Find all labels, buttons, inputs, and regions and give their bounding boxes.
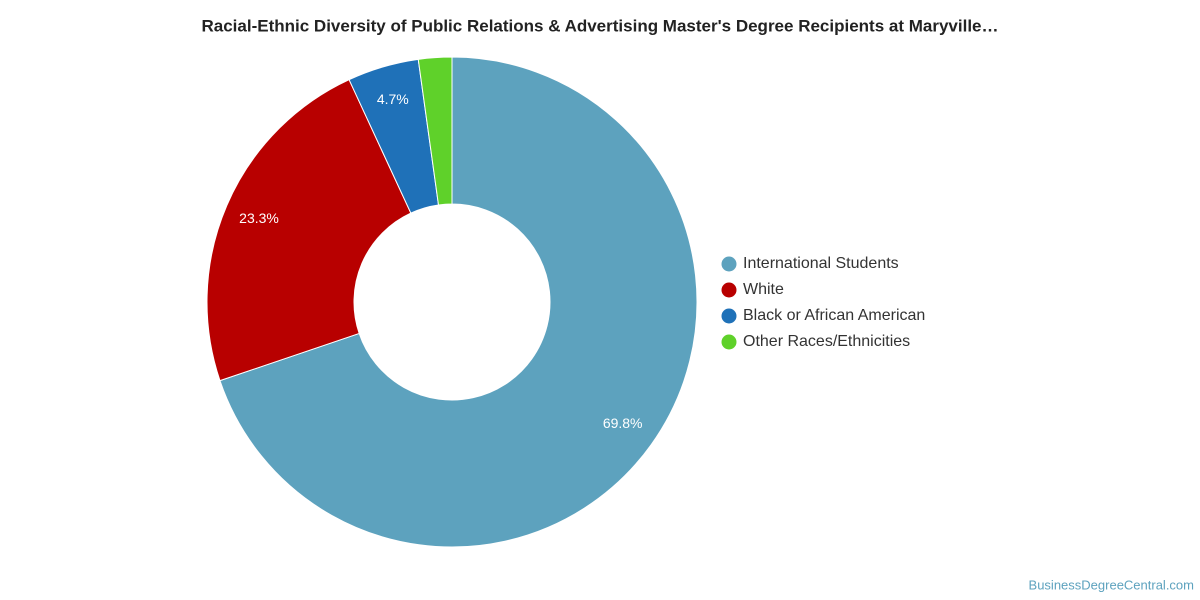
legend-label: International Students <box>743 255 899 272</box>
data-label: 4.7% <box>377 91 409 107</box>
legend-label: Other Races/Ethnicities <box>743 333 910 350</box>
donut: 69.8% 23.3% 4.7% <box>206 56 698 548</box>
legend-label: Black or African American <box>743 307 925 324</box>
legend-marker <box>721 256 737 272</box>
legend-marker <box>721 308 737 324</box>
legend-marker <box>721 282 737 298</box>
donut-slice <box>206 79 412 382</box>
legend-label: White <box>743 281 784 298</box>
footer: BusinessDegreeCentral.com <box>1029 577 1194 592</box>
legend: International Students White Black or Afri… <box>721 255 925 350</box>
chart-title: Racial-Ethnic Diversity of Public Relati… <box>202 16 999 35</box>
donut-slice <box>417 56 453 206</box>
legend-marker <box>721 334 737 350</box>
data-label: 69.8% <box>603 415 643 431</box>
donut-slice <box>219 56 698 548</box>
data-label: 23.3% <box>239 210 279 226</box>
